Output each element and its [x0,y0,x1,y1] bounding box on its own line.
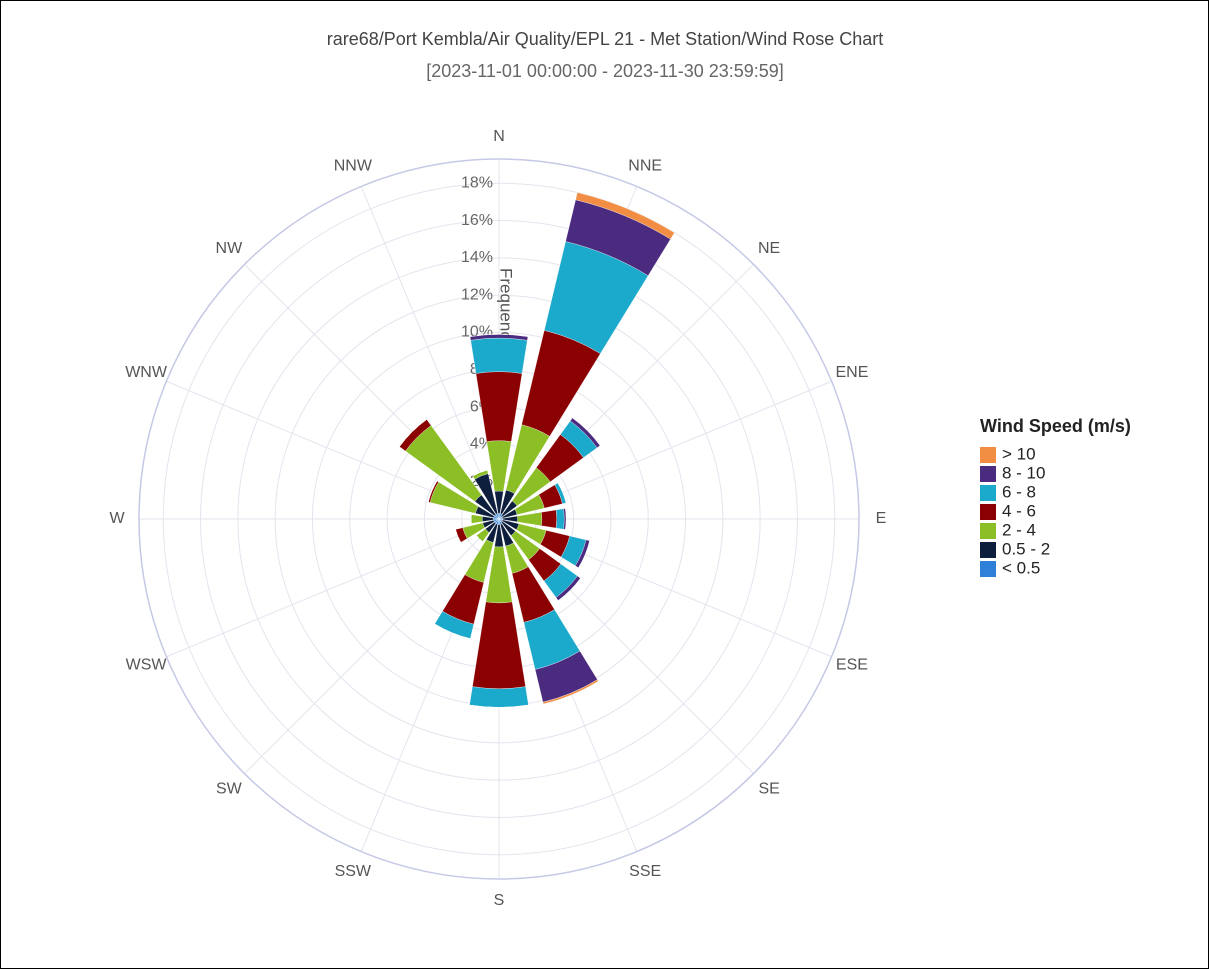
legend-label: < 0.5 [1002,558,1040,577]
legend-label: 2 - 4 [1002,520,1036,539]
angular-grid-line [244,518,500,774]
direction-label: N [493,128,505,145]
bar-segment [455,529,461,543]
direction-label: ENE [835,364,868,381]
radial-tick-label: 16% [461,212,493,229]
legend-swatch [980,447,996,463]
direction-label: NW [216,240,244,257]
radial-axis-title: Frequency [497,268,516,349]
bar-segment [470,337,528,374]
direction-label: WSW [126,656,168,673]
bar-segment [399,419,427,447]
legend-label: 0.5 - 2 [1002,539,1050,558]
direction-label: NNE [628,157,662,174]
direction-label: SSE [629,863,661,880]
legend-swatch [980,466,996,482]
direction-label: WNW [125,364,168,381]
legend-swatch [980,523,996,539]
bar-segment [469,704,529,708]
bar-segment [472,469,488,477]
direction-label: NNW [334,157,373,174]
legend-title: Wind Speed (m/s) [980,416,1131,436]
angular-grid-line [166,518,500,658]
bar-segment [572,417,601,446]
legend-label: 6 - 8 [1002,482,1036,501]
direction-label: ESE [836,656,868,673]
legend-swatch [980,542,996,558]
bar-segment [578,540,590,568]
direction-label: SSW [335,863,372,880]
direction-label: E [876,510,887,527]
direction-label: S [494,892,505,909]
legend-label: 4 - 6 [1002,501,1036,520]
bar-segment [469,686,529,708]
bar-segment [555,508,565,530]
bar-segment [575,192,675,240]
direction-label: SE [758,780,779,797]
bar-segment [542,679,599,705]
direction-label: W [109,510,125,527]
angular-grid-line [360,186,500,520]
legend-swatch [980,485,996,501]
radial-tick-label: 18% [461,174,493,191]
chart-title: rare68/Port Kembla/Air Quality/EPL 21 - … [327,29,884,49]
legend-label: 8 - 10 [1002,463,1045,482]
legend-swatch [980,504,996,520]
legend-swatch [980,561,996,577]
legend-label: > 10 [1002,444,1036,463]
radial-tick-label: 12% [461,286,493,303]
bar-segment [434,623,471,639]
direction-label: NE [758,240,780,257]
radial-tick-label: 14% [461,249,493,266]
chart-subtitle: [2023-11-01 00:00:00 - 2023-11-30 23:59:… [426,61,784,81]
outer-circle [138,158,860,880]
direction-label: SW [216,780,243,797]
bar-segment [541,509,557,529]
